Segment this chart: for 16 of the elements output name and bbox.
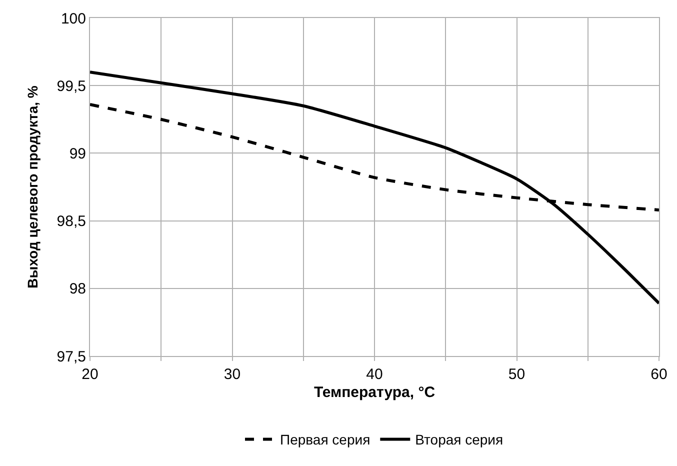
y-tick-label: 98 <box>69 280 86 298</box>
legend-label: Первая серия <box>280 432 370 448</box>
x-axis-title: Температура, °C <box>314 384 436 401</box>
y-tick-label: 98,5 <box>56 213 86 230</box>
y-tick-label: 97,5 <box>56 348 86 366</box>
x-tick-label: 60 <box>650 366 668 383</box>
y-tick-label: 99 <box>69 145 86 162</box>
x-tick-label: 30 <box>224 366 241 383</box>
x-tick-label: 40 <box>366 366 383 383</box>
y-axis-title: Выход целевого продукта, % <box>24 85 40 288</box>
x-tick-label: 20 <box>82 366 98 383</box>
y-tick-label: 100 <box>60 10 86 28</box>
line-series <box>90 70 659 305</box>
x-tick-label: 50 <box>508 366 526 383</box>
legend-label: Вторая серия <box>415 432 504 448</box>
y-tick-label: 99,5 <box>56 78 86 95</box>
